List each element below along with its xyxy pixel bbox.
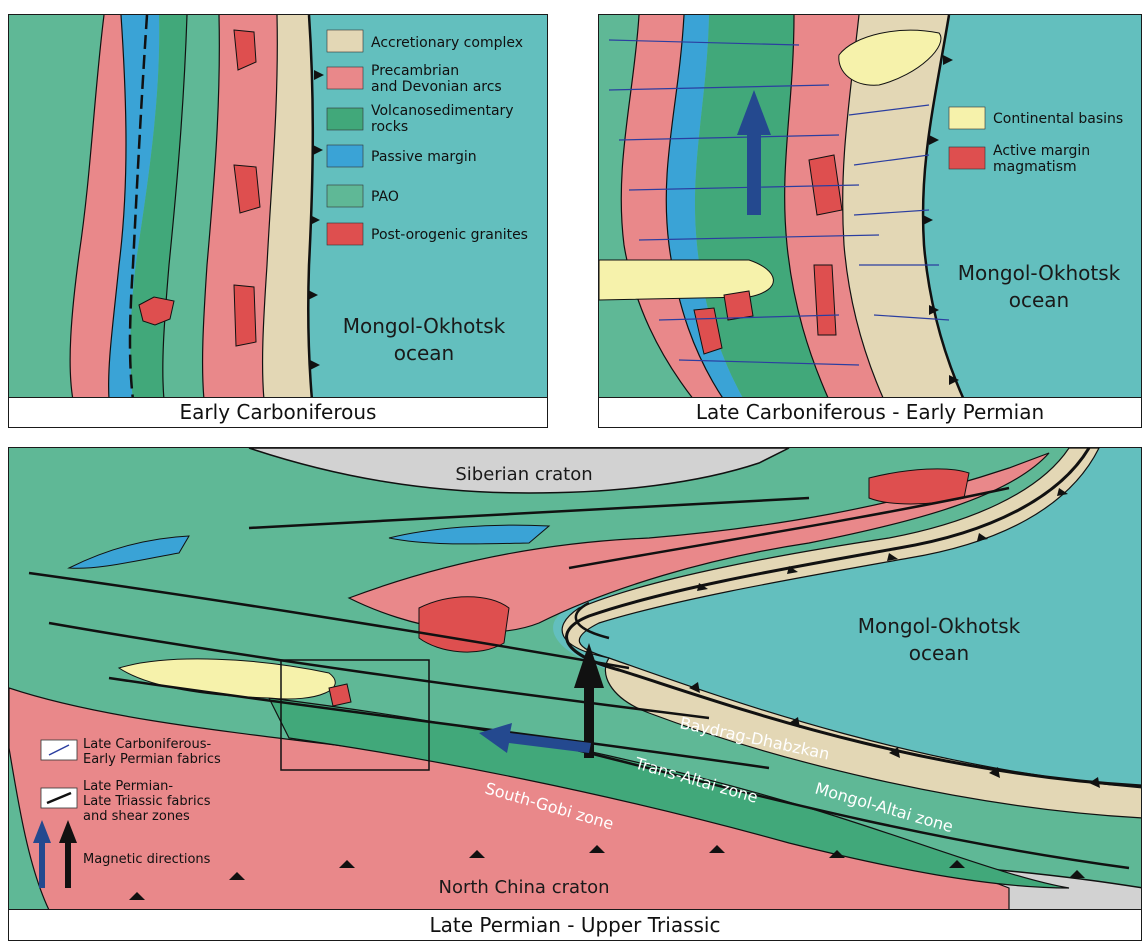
arc-belt-west [70, 15, 126, 400]
granite-body-1 [418, 596, 510, 653]
magmatism-body-3 [813, 264, 837, 336]
belt-boundaries [69, 15, 278, 401]
legend-magnetic-label: Magnetic directions [83, 852, 211, 867]
craton-labels: Siberian craton North China craton [438, 464, 609, 898]
ocean-label: Mongol-Okhotsk ocean [958, 261, 1121, 312]
granite-body-2 [868, 468, 970, 505]
ocean-label-line-2: ocean [394, 341, 454, 365]
subduction-teeth [308, 70, 324, 370]
blue-fabric-lines [608, 39, 950, 366]
legend-labels: Accretionary complex Precambrian and Dev… [371, 35, 528, 243]
legend-pao-label: PAO [371, 189, 399, 205]
legend-swatches [948, 106, 986, 170]
ocean-label-line-1: Mongol-Okhotsk [858, 614, 1021, 638]
subduction-teeth [923, 55, 959, 385]
swatch-basins [948, 106, 986, 130]
volcano-belt-b [162, 15, 220, 400]
early-map: Accretionary complex Precambrian and Dev… [9, 15, 547, 401]
subduction-front [306, 15, 315, 401]
magmatism-body-1 [693, 307, 723, 355]
legend-lp-label-3: and shear zones [83, 809, 190, 824]
accretionary-belt [842, 15, 964, 400]
passive-margin-belt [666, 15, 744, 400]
subduction-front [565, 448, 1141, 788]
legend-magmatism-label-1: Active margin [993, 143, 1090, 159]
legend-lc-label-2: Early Permian fabrics [83, 752, 221, 767]
swatch-passive [326, 144, 364, 168]
pao-left [599, 15, 694, 400]
passive-margin-north-2 [388, 524, 551, 545]
arc-pluton-3 [233, 284, 257, 347]
granite-body-3 [328, 683, 352, 707]
accretionary-belt [262, 15, 313, 400]
arc-belt-west [621, 15, 724, 400]
swatch-accretionary [326, 29, 364, 53]
siberian-craton [248, 448, 790, 494]
caption-permian: Late Permian - Upper Triassic [9, 909, 1141, 940]
swatch-pao [326, 184, 364, 208]
ocean-label-line-2: ocean [1009, 288, 1069, 312]
legend-basins-label: Continental basins [993, 111, 1123, 127]
legend-volcano-label-1: Volcanosedimentary [371, 103, 514, 119]
legend-labels: Continental basins Active margin magmati… [993, 111, 1123, 175]
magmatism-body-2 [808, 154, 843, 216]
north-china-label: North China craton [438, 877, 609, 898]
permian-map: Baydrag-Dhabzkan Trans-Altai zone Mongol… [9, 448, 1141, 911]
accretionary-belt-south [604, 657, 1141, 819]
ocean-label-line-2: ocean [909, 641, 969, 665]
legend: Late Carboniferous- Early Permian fabric… [33, 737, 221, 888]
legend-granites-label: Post-orogenic granites [371, 227, 528, 243]
legend-arrow-black [59, 820, 77, 888]
legend-lp-label-1: Late Permian- [83, 779, 173, 794]
magnetic-arrow-black [574, 643, 604, 758]
late-map: Continental basins Active margin magmati… [599, 15, 1141, 401]
legend-magmatism-label-2: magmatism [993, 159, 1077, 175]
legend-arrow-blue [33, 820, 51, 888]
legend-arcs-label-2: and Devonian arcs [371, 79, 502, 95]
ocean-label: Mongol-Okhotsk ocean [343, 314, 506, 365]
legend-swatches [326, 29, 364, 246]
granite-body [138, 296, 175, 326]
legend-lc-label-1: Late Carboniferous- [83, 737, 211, 752]
passive-margin-belt [108, 15, 160, 400]
subduction-front [921, 15, 966, 401]
passive-margin-north [67, 535, 190, 569]
shear-zones [28, 486, 1130, 870]
caption-early: Early Carboniferous [9, 397, 547, 427]
study-area-box [280, 659, 430, 771]
arc-pluton-1 [233, 29, 257, 71]
suture-line [128, 15, 149, 401]
siberian-label: Siberian craton [455, 464, 592, 485]
swatch-volcano [326, 107, 364, 131]
arc-pluton-2 [233, 164, 261, 214]
swatch-arcs [326, 66, 364, 90]
panel-late-carboniferous: Continental basins Active margin magmati… [598, 14, 1142, 428]
ocean-label: Mongol-Okhotsk ocean [858, 614, 1021, 665]
panel-early-carboniferous: Accretionary complex Precambrian and Dev… [8, 14, 548, 428]
legend-passive-label: Passive margin [371, 149, 477, 165]
swatch-granites [326, 222, 364, 246]
legend-volcano-label-2: rocks [371, 119, 408, 135]
subduction-teeth [689, 488, 1100, 788]
caption-late: Late Carboniferous - Early Permian [599, 397, 1141, 427]
pao-left [9, 15, 104, 400]
legend-arcs-label-1: Precambrian [371, 63, 459, 79]
arc-belt-north [347, 452, 1050, 633]
magmatism-body-4 [723, 290, 754, 321]
continental-basin-east [838, 29, 942, 86]
magnetic-arrow-blue [479, 723, 591, 753]
legend-lp-label-2: Late Triassic fabrics [83, 794, 211, 809]
craton-teeth [129, 845, 1085, 900]
ocean-label-line-1: Mongol-Okhotsk [343, 314, 506, 338]
panel-late-permian: Baydrag-Dhabzkan Trans-Altai zone Mongol… [8, 447, 1142, 941]
magnetic-arrow-blue [737, 90, 771, 215]
swatch-magmatism [948, 146, 986, 170]
ocean-label-line-1: Mongol-Okhotsk [958, 261, 1121, 285]
legend-accretionary-label: Accretionary complex [371, 35, 523, 51]
